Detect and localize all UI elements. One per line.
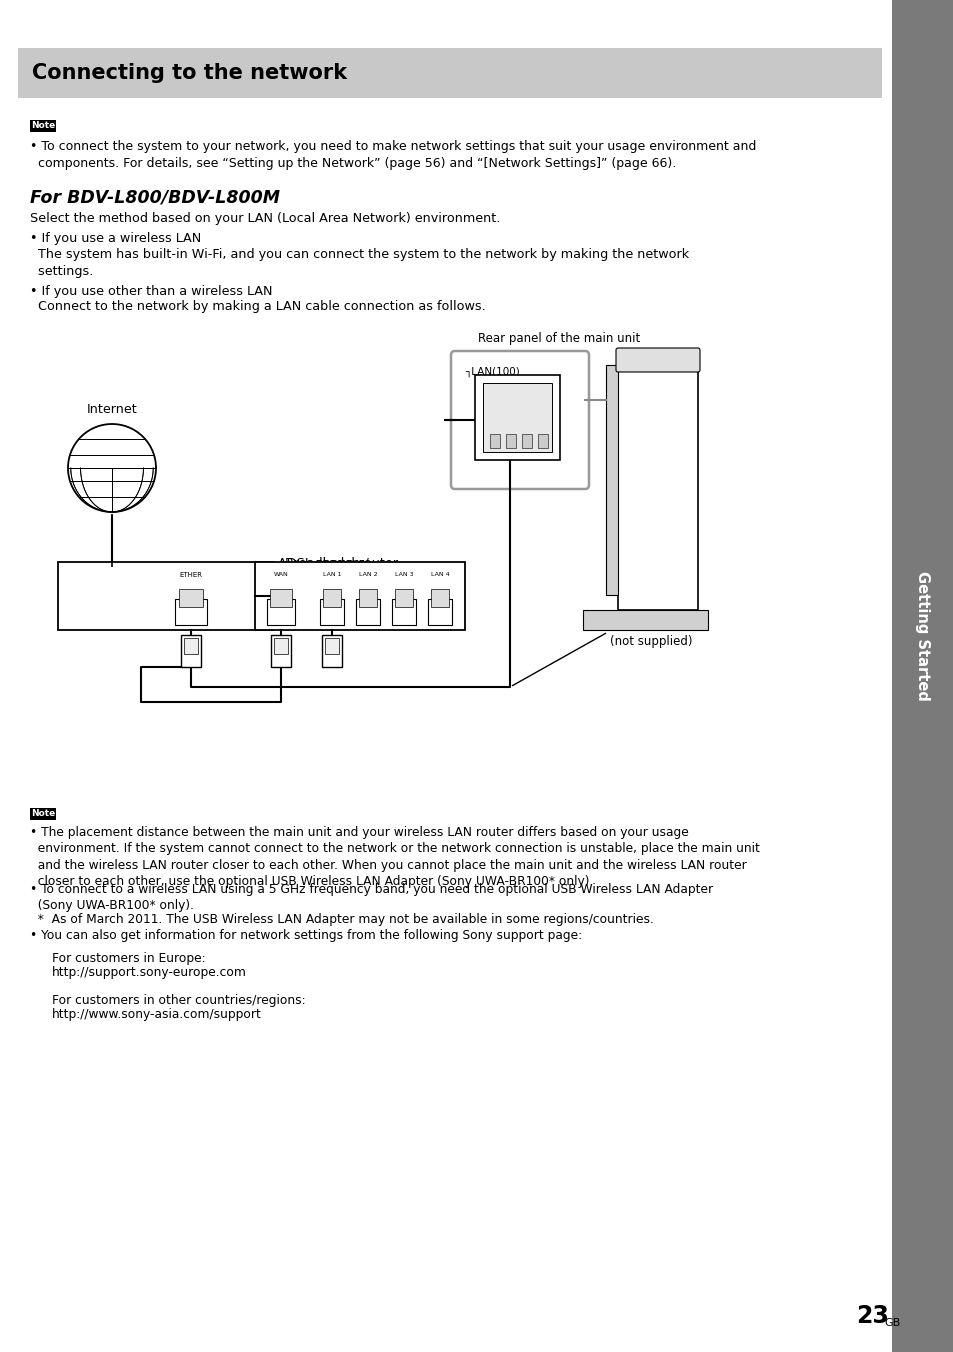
Bar: [395, 589, 413, 607]
Text: Broadband router: Broadband router: [285, 557, 397, 571]
Text: Internet: Internet: [87, 403, 137, 416]
Bar: [181, 635, 201, 667]
Bar: [274, 638, 288, 654]
Bar: [505, 434, 516, 448]
Text: • To connect the system to your network, you need to make network settings that : • To connect the system to your network,…: [30, 141, 756, 170]
Bar: [431, 589, 449, 607]
Bar: [30, 120, 56, 132]
Text: ETHER: ETHER: [179, 572, 203, 579]
Text: Getting Started: Getting Started: [915, 571, 929, 700]
Bar: [58, 562, 273, 630]
Text: • You can also get information for network settings from the following Sony supp: • You can also get information for netwo…: [30, 930, 581, 942]
Bar: [428, 599, 452, 625]
Text: *  As of March 2011. The USB Wireless LAN Adapter may not be available in some r: * As of March 2011. The USB Wireless LAN…: [30, 913, 653, 926]
Bar: [537, 434, 547, 448]
Bar: [392, 599, 416, 625]
FancyBboxPatch shape: [451, 352, 588, 489]
Bar: [179, 589, 203, 607]
Text: The system has built-in Wi-Fi, and you can connect the system to the network by : The system has built-in Wi-Fi, and you c…: [30, 247, 688, 279]
Text: • If you use other than a wireless LAN: • If you use other than a wireless LAN: [30, 285, 273, 297]
Text: ADSL modem/
cable modem: ADSL modem/ cable modem: [277, 557, 369, 585]
Bar: [582, 610, 707, 630]
Text: 23: 23: [855, 1303, 888, 1328]
Bar: [267, 599, 294, 625]
Text: For BDV-L800/BDV-L800M: For BDV-L800/BDV-L800M: [30, 188, 280, 206]
Text: GB: GB: [883, 1318, 900, 1328]
Bar: [618, 350, 698, 610]
FancyBboxPatch shape: [616, 347, 700, 372]
Text: Note: Note: [30, 122, 55, 131]
Text: http://support.sony-europe.com: http://support.sony-europe.com: [52, 965, 247, 979]
Text: Connecting to the network: Connecting to the network: [32, 64, 347, 82]
Text: LAN 3: LAN 3: [395, 572, 413, 577]
Text: LAN cable
(not supplied): LAN cable (not supplied): [609, 621, 692, 648]
Bar: [355, 599, 379, 625]
Bar: [490, 434, 499, 448]
Bar: [323, 589, 340, 607]
Text: WAN: WAN: [274, 572, 288, 577]
Text: For customers in Europe:: For customers in Europe:: [52, 952, 206, 965]
Bar: [319, 599, 344, 625]
Bar: [358, 589, 376, 607]
Bar: [270, 589, 292, 607]
Bar: [475, 375, 559, 460]
Text: LAN 4: LAN 4: [430, 572, 449, 577]
Bar: [30, 808, 56, 821]
Text: ┐LAN(100): ┐LAN(100): [464, 366, 519, 377]
Bar: [271, 635, 291, 667]
Text: Select the method based on your LAN (Local Area Network) environment.: Select the method based on your LAN (Loc…: [30, 212, 500, 224]
Bar: [184, 638, 198, 654]
Text: http://www.sony-asia.com/support: http://www.sony-asia.com/support: [52, 1009, 262, 1021]
Text: Connect to the network by making a LAN cable connection as follows.: Connect to the network by making a LAN c…: [30, 300, 485, 314]
Bar: [605, 365, 618, 595]
Bar: [254, 562, 464, 630]
Text: • To connect to a wireless LAN using a 5 GHz frequency band, you need the option: • To connect to a wireless LAN using a 5…: [30, 883, 713, 913]
Bar: [521, 434, 532, 448]
Bar: [175, 599, 207, 625]
Bar: [325, 638, 338, 654]
Bar: [18, 49, 882, 97]
Bar: [891, 0, 953, 1352]
Bar: [322, 635, 341, 667]
Text: Note: Note: [30, 810, 55, 818]
Text: LAN 2: LAN 2: [358, 572, 377, 577]
Text: • The placement distance between the main unit and your wireless LAN router diff: • The placement distance between the mai…: [30, 826, 760, 888]
Text: Rear panel of the main unit: Rear panel of the main unit: [477, 333, 639, 345]
Text: For customers in other countries/regions:: For customers in other countries/regions…: [52, 994, 305, 1007]
Text: LAN 1: LAN 1: [322, 572, 341, 577]
Bar: [482, 383, 552, 452]
Text: • If you use a wireless LAN: • If you use a wireless LAN: [30, 233, 201, 245]
